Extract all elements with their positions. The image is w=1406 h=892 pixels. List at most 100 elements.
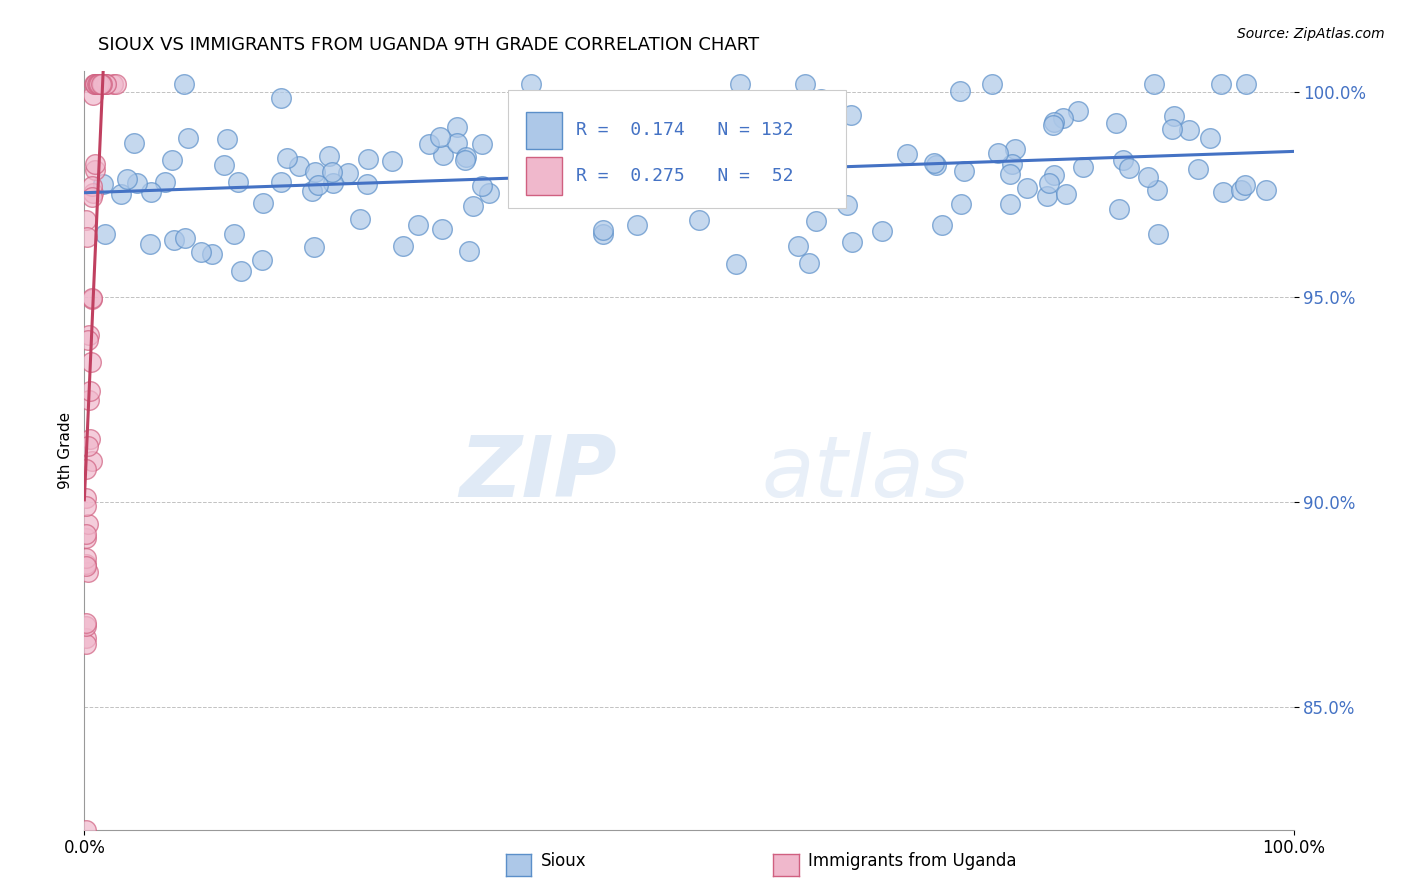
Point xyxy=(1071,161,1094,175)
Point xyxy=(702,151,724,165)
Point xyxy=(471,136,494,151)
Point xyxy=(252,196,274,211)
Point xyxy=(953,163,976,178)
Point xyxy=(75,527,97,541)
Point xyxy=(1147,227,1170,241)
Point xyxy=(91,77,114,91)
Point xyxy=(76,230,98,244)
Point xyxy=(337,166,360,180)
Point xyxy=(215,132,238,146)
Point xyxy=(82,186,104,200)
Point xyxy=(429,130,451,145)
Point xyxy=(76,333,98,347)
Point xyxy=(626,218,648,232)
Point xyxy=(707,128,730,143)
Point xyxy=(229,264,252,278)
Text: Source: ZipAtlas.com: Source: ZipAtlas.com xyxy=(1237,27,1385,41)
Point xyxy=(690,155,713,169)
FancyBboxPatch shape xyxy=(526,112,562,150)
Point xyxy=(1015,181,1038,195)
Point xyxy=(1160,121,1182,136)
Point xyxy=(356,177,378,191)
Point xyxy=(104,77,127,91)
Point xyxy=(463,199,485,213)
Point xyxy=(302,239,325,253)
Point xyxy=(980,77,1002,91)
Point xyxy=(173,77,195,91)
Point xyxy=(418,136,440,151)
Point xyxy=(508,153,530,168)
Point xyxy=(1112,153,1135,167)
Point xyxy=(75,550,97,565)
Point xyxy=(82,291,104,305)
Point xyxy=(139,236,162,251)
Point xyxy=(896,146,918,161)
Point xyxy=(173,231,195,245)
Point xyxy=(1254,184,1277,198)
Point xyxy=(155,176,177,190)
Point xyxy=(671,160,693,174)
Point xyxy=(90,77,112,91)
Point xyxy=(356,152,378,166)
Point xyxy=(688,212,710,227)
Point xyxy=(1000,157,1022,171)
Text: R =  0.174   N = 132: R = 0.174 N = 132 xyxy=(576,121,794,139)
Point xyxy=(86,77,108,91)
Point xyxy=(454,150,477,164)
Point xyxy=(83,157,105,171)
Point xyxy=(75,213,97,227)
Y-axis label: 9th Grade: 9th Grade xyxy=(58,412,73,489)
Point xyxy=(797,256,820,270)
Point xyxy=(1198,131,1220,145)
Point xyxy=(835,198,858,212)
Point xyxy=(122,136,145,150)
Point xyxy=(949,84,972,98)
Point xyxy=(93,77,115,91)
Point xyxy=(91,177,114,191)
Point xyxy=(1212,185,1234,199)
Point xyxy=(270,175,292,189)
Point xyxy=(794,77,817,91)
Point xyxy=(392,239,415,253)
Point xyxy=(1118,161,1140,175)
Point xyxy=(529,190,551,204)
Point xyxy=(454,153,477,167)
Point xyxy=(79,432,101,446)
Point xyxy=(83,163,105,178)
Point xyxy=(598,131,620,145)
Point xyxy=(83,77,105,91)
Point xyxy=(477,186,499,200)
Point xyxy=(432,148,454,162)
Point xyxy=(75,616,97,631)
Point xyxy=(287,160,309,174)
Point xyxy=(190,245,212,260)
Point xyxy=(1146,183,1168,197)
Point xyxy=(1234,178,1257,192)
Point xyxy=(110,186,132,201)
Point xyxy=(141,186,163,200)
Point xyxy=(80,355,103,369)
Text: Immigrants from Uganda: Immigrants from Uganda xyxy=(808,852,1017,870)
Point xyxy=(349,212,371,227)
Point xyxy=(1229,183,1251,197)
Point xyxy=(75,462,97,476)
Point xyxy=(222,227,245,242)
Point xyxy=(794,142,817,156)
Point xyxy=(471,178,494,193)
Point xyxy=(1042,118,1064,132)
Point xyxy=(1004,142,1026,156)
Point xyxy=(86,77,108,91)
Point xyxy=(79,384,101,398)
Point xyxy=(446,120,468,134)
Point xyxy=(1209,77,1232,91)
Point xyxy=(87,77,110,91)
Point xyxy=(304,165,326,179)
Point xyxy=(1234,77,1257,91)
Point xyxy=(80,454,103,468)
Point xyxy=(1187,161,1209,176)
Point xyxy=(924,158,946,172)
Point xyxy=(86,77,108,91)
Point xyxy=(695,191,717,205)
Point xyxy=(77,393,100,408)
Point xyxy=(82,88,104,103)
